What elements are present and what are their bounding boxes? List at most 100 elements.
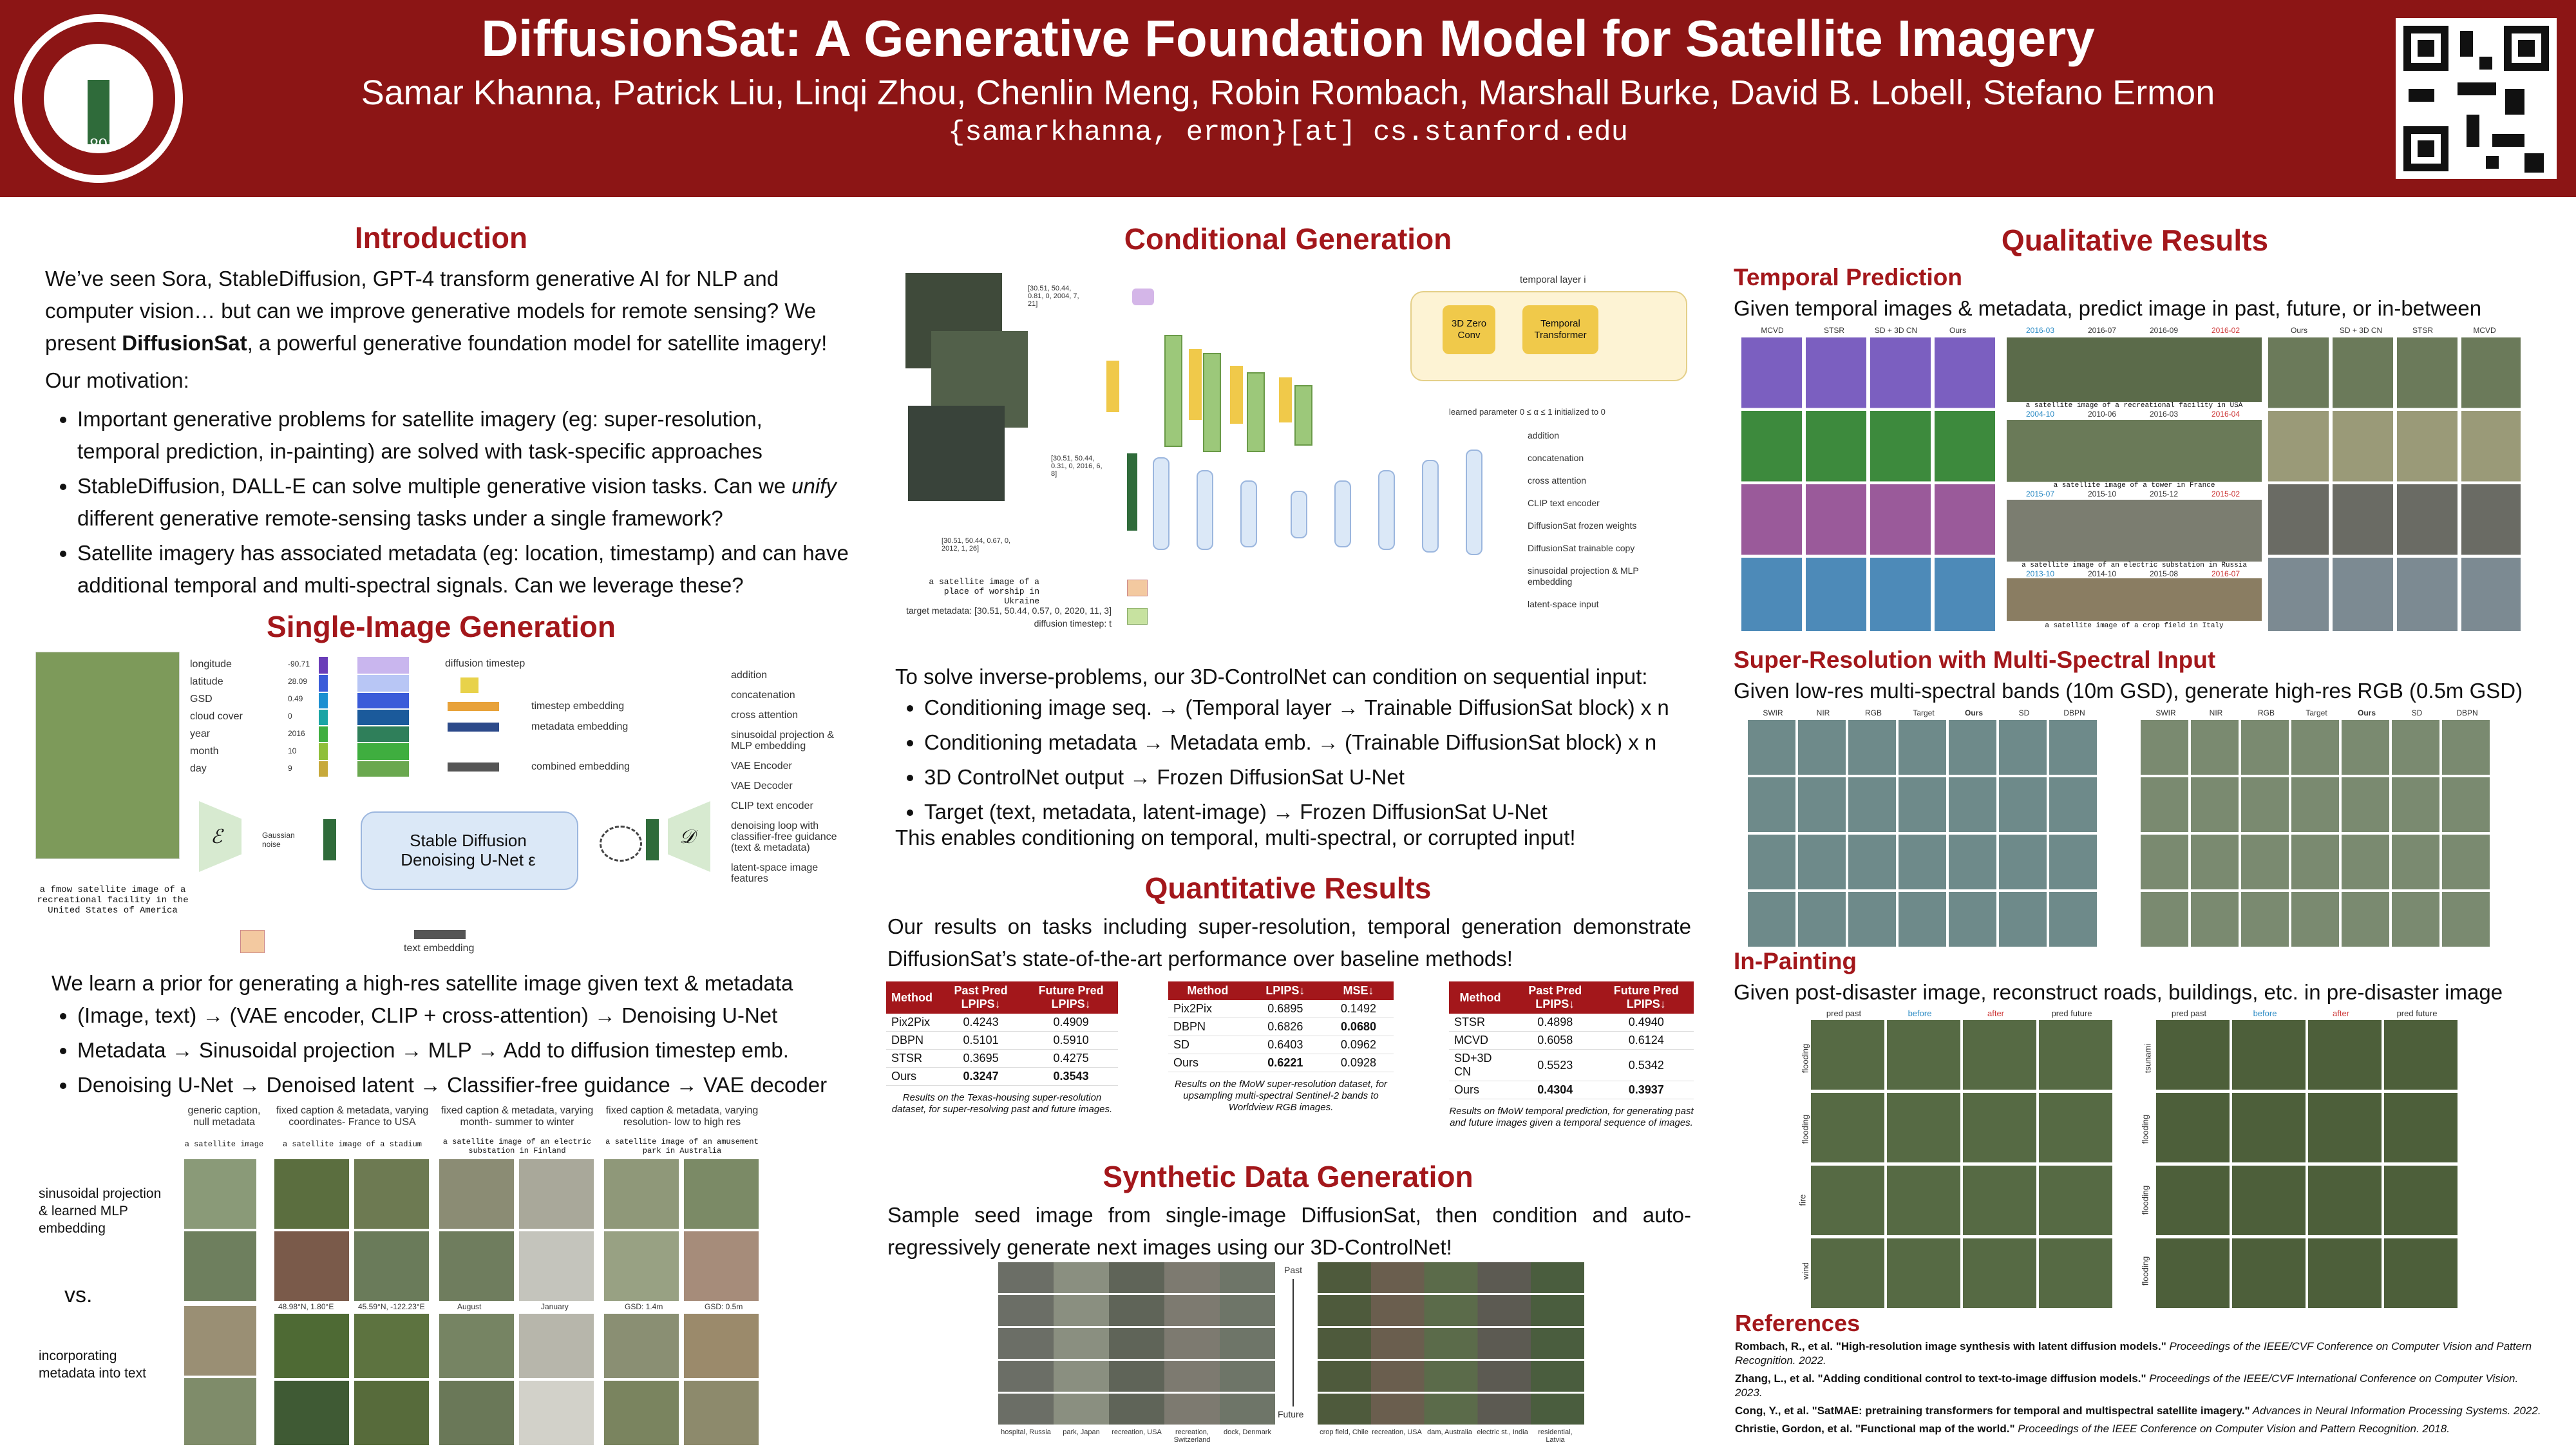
single-image-lead: We learn a prior for generating a high-r… — [52, 971, 793, 995]
row-label-text: incorporating metadata into text — [39, 1349, 146, 1381]
satellite-thumbnail — [35, 652, 180, 859]
stanford-seal-logo: 1891 — [14, 14, 183, 183]
past-label: Past — [1284, 1265, 1303, 1275]
table-row: SD 0.6403 0.0962 — [1168, 1036, 1394, 1054]
reference-item: Christie, Gordon, et al. "Functional map… — [1735, 1423, 2450, 1435]
table-row: STSR 0.3695 0.4275 — [886, 1049, 1118, 1068]
temporal-heads-left: MCVD STSR SD + 3D CN Ours — [1761, 326, 1966, 335]
zero-conv-block — [1230, 366, 1243, 424]
temporal-grid: MCVD STSR SD + 3D CN Ours 2016-03 2016-07 201… — [1741, 326, 2521, 632]
single-image-diagram: longitude latitude GSD cloud cover year month… — [35, 652, 840, 967]
trainable-block — [1247, 372, 1265, 452]
grid-image — [684, 1381, 759, 1445]
row-label-vs: vs. — [64, 1283, 93, 1307]
author-list: Samar Khanna, Patrick Liu, Linqi Zhou, C… — [361, 73, 2215, 112]
synth-label: recreation, Switzerland — [1173, 1428, 1211, 1444]
synth-label: crop field, Chile — [1320, 1428, 1368, 1436]
list-item: Conditioning image seq. → (Temporal laye… — [924, 692, 1736, 724]
zero-conv-3d: 3D Zero Conv — [1443, 305, 1495, 354]
temporal-caption: a satellite image of an electric substat… — [2022, 562, 2247, 569]
temporal-dates: 2016-03 2016-07 2016-09 2016-02 — [2025, 326, 2240, 335]
temporal-title: Temporal Prediction — [1734, 264, 1962, 290]
qr-code — [2396, 18, 2557, 179]
grid-image — [184, 1159, 256, 1229]
reference-item: Zhang, L., et al. "Adding conditional co… — [1735, 1372, 2519, 1399]
grid-image — [684, 1314, 759, 1378]
diffusion-timestep: diffusion timestep: t — [1034, 618, 1112, 629]
grid-image — [604, 1159, 679, 1229]
table-row: Ours 0.6221 0.0928 — [1168, 1054, 1394, 1072]
table-caption: Results on the Texas-housing super-resol… — [891, 1092, 1113, 1115]
temporal-input-images — [2007, 420, 2262, 482]
grid-image — [604, 1381, 679, 1445]
grid-caption: a satellite image — [184, 1140, 264, 1149]
gsd-label: GSD: 0.5m — [705, 1302, 743, 1311]
list-item: Satellite imagery has associated metadat… — [77, 537, 850, 601]
frozen-block — [1197, 470, 1213, 550]
grid-image — [604, 1231, 679, 1301]
seal-year: 1891 — [80, 135, 117, 155]
grid-image — [354, 1381, 429, 1445]
month-label: August — [457, 1302, 482, 1311]
grid-col-head: generic caption, null metadata — [187, 1105, 261, 1128]
frozen-block — [1466, 450, 1482, 555]
synthetic-title: Synthetic Data Generation — [1103, 1160, 1473, 1193]
cond-caption: a satellite image of a place of worship … — [929, 577, 1039, 606]
trainable-block — [1294, 385, 1312, 446]
contact-email: {samarkhanna, ermon}[at] cs.stanford.edu — [947, 117, 1629, 149]
diffusionsat-name: DiffusionSat — [122, 331, 247, 355]
frozen-block — [1422, 460, 1439, 553]
latent-input-bar — [1127, 453, 1137, 531]
grid-image — [184, 1378, 256, 1445]
temporal-baseline-images — [1741, 337, 1996, 631]
latent-z-bar — [323, 819, 336, 860]
table-row: STSR 0.4898 0.4940 — [1449, 1014, 1694, 1032]
single-image-list: (Image, text) → (VAE encoder, CLIP + cro… — [45, 999, 876, 1104]
combined-emb-bar — [448, 762, 499, 772]
list-item: Metadata → Sinusoidal projection → MLP →… — [77, 1034, 876, 1066]
clip-encoder-icon — [240, 930, 265, 953]
list-item: StableDiffusion, DALL-E can solve multip… — [77, 470, 850, 535]
grid-image — [519, 1314, 594, 1378]
sr-images — [1748, 720, 2099, 949]
inpaint-grid: pred past before after pred future flooding… — [1797, 1009, 2473, 1311]
table-row: SD+3D CN 0.5523 0.5342 — [1449, 1049, 1694, 1081]
inpaint-title: In-Painting — [1734, 948, 1857, 974]
frozen-block — [1240, 480, 1257, 547]
temporal-input-images — [2007, 337, 2262, 402]
quant-lead: Our results on tasks including super-res… — [887, 914, 1691, 971]
timestep-mlp-icon — [460, 677, 478, 693]
disaster-label: flooding — [2140, 1185, 2150, 1215]
table-row: Ours 0.3247 0.3543 — [886, 1067, 1118, 1086]
grid-image — [184, 1231, 256, 1301]
metadata-emb-label: metadata embedding — [531, 721, 629, 732]
controlnet-diagram: [30.51, 50.44, 0.81, 0, 2004, 7, 21] [30… — [844, 264, 1700, 638]
temporal-caption: a satellite image of a tower in France — [2053, 482, 2215, 489]
grid-col-head: fixed caption & metadata, varying resolu… — [605, 1105, 759, 1128]
grid-image — [519, 1381, 594, 1445]
synth-label: recreation, USA — [1112, 1428, 1162, 1436]
table-row: Ours 0.4304 0.3937 — [1449, 1081, 1694, 1099]
synth-label: dock, Denmark — [1224, 1428, 1271, 1436]
reference-item: Cong, Y., et al. "SatMAE: pretraining tr… — [1735, 1405, 2541, 1417]
table-caption: Results on the fMoW super-resolution dat… — [1175, 1079, 1387, 1113]
time-arrow — [1293, 1279, 1294, 1406]
unet-label: Stable Diffusion Denoising U-Net ε — [401, 831, 536, 869]
cond-lead: To solve inverse-problems, our 3D-Contro… — [895, 665, 1648, 688]
month-label: January — [541, 1302, 569, 1311]
grid-image — [684, 1159, 759, 1229]
synth-label: hospital, Russia — [1001, 1428, 1051, 1436]
grid-col-head: fixed caption & metadata, varying coordi… — [276, 1105, 429, 1128]
synth-lead: Sample seed image from single-image Diff… — [887, 1203, 1691, 1259]
table-caption: Results on fMoW temporal prediction, for… — [1449, 1106, 1694, 1128]
coord-label: 48.98°N, 1.80°E — [278, 1302, 334, 1311]
cond-image — [908, 406, 1005, 501]
disaster-label: flooding — [1800, 1043, 1810, 1074]
unet-block — [361, 811, 578, 890]
clip-encoder-icon — [1127, 580, 1148, 596]
disaster-label: flooding — [1800, 1114, 1810, 1144]
results-table-1: Method Past Pred LPIPS↓ Future Pred LPIPS↓… — [886, 981, 1118, 1115]
grid-image — [439, 1381, 514, 1445]
table-row: Pix2Pix 0.6895 0.1492 — [1168, 1000, 1394, 1018]
sr-images — [2141, 720, 2492, 949]
